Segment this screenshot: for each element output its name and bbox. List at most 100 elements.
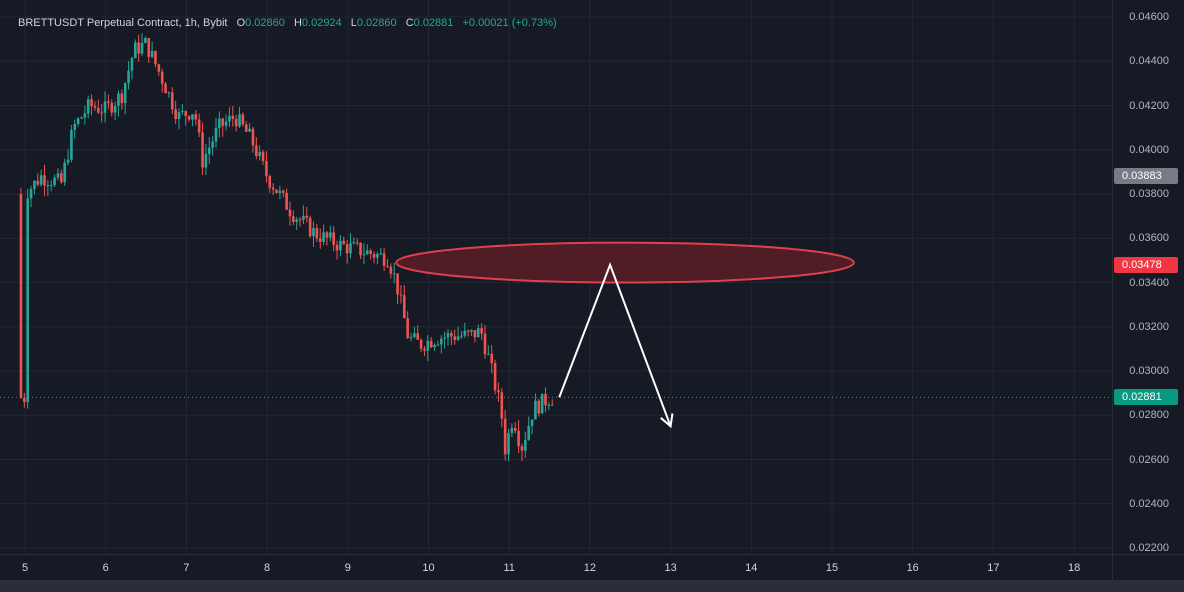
candle-body <box>325 232 329 238</box>
candle-body <box>295 219 298 222</box>
candle-body <box>419 339 423 349</box>
candle-body <box>285 192 288 210</box>
candle-body <box>288 209 292 217</box>
price-tick-label: 0.04600 <box>1129 11 1169 23</box>
candle-body <box>157 64 161 72</box>
candle-body <box>473 330 477 338</box>
candle-body <box>271 187 275 190</box>
candle-body <box>386 265 389 267</box>
candle-body <box>130 58 134 71</box>
candle-body <box>36 180 40 185</box>
candle-body <box>510 428 514 434</box>
candle-body <box>97 107 100 113</box>
candle-body <box>362 254 366 256</box>
candle-body <box>423 348 426 351</box>
candle-body <box>133 42 137 59</box>
candle-body <box>93 106 97 108</box>
candle-body <box>221 118 225 126</box>
price-tick-label: 0.02400 <box>1129 497 1169 510</box>
candle-body <box>187 116 191 120</box>
candle-body <box>261 151 265 162</box>
candle-body <box>520 446 524 451</box>
candle-body <box>480 328 483 334</box>
symbol-title[interactable]: BRETTUSDT Perpetual Contract, 1h, Bybit <box>18 17 228 29</box>
candle-body <box>329 232 332 238</box>
candle-body <box>194 114 198 120</box>
candle-body <box>527 425 531 440</box>
candle-body <box>33 180 36 189</box>
candle-body <box>382 253 386 266</box>
candle-body <box>53 177 56 186</box>
chart-pane[interactable]: BRETTUSDT Perpetual Contract, 1h, Bybit … <box>0 0 1112 554</box>
candle-body <box>470 330 473 332</box>
candle-body <box>339 240 342 251</box>
candle-body <box>439 338 443 345</box>
time-tick-label: 6 <box>102 562 109 574</box>
candle-body <box>170 92 174 110</box>
candle-body <box>184 111 188 117</box>
candle-body <box>312 228 315 237</box>
candle-body <box>201 132 204 168</box>
candle-body <box>463 330 467 336</box>
candle-body <box>160 71 164 84</box>
time-tick-label: 10 <box>422 562 435 574</box>
time-tick-label: 7 <box>183 562 190 574</box>
candle-body <box>228 115 231 122</box>
candle-body <box>154 50 157 65</box>
time-tick-label: 9 <box>344 562 351 574</box>
candle-body <box>43 175 46 186</box>
candle-body <box>372 254 376 258</box>
candle-body <box>359 242 362 256</box>
candle-body <box>174 109 177 119</box>
candle-body <box>436 344 440 346</box>
candle-body <box>218 118 221 129</box>
candle-body <box>530 419 534 426</box>
candle-body <box>537 400 541 414</box>
candle-body <box>66 159 70 163</box>
candle-body <box>107 101 110 103</box>
candle-body <box>231 115 235 119</box>
candle-body <box>366 250 369 255</box>
candle-body <box>487 353 490 355</box>
candle-body <box>177 112 181 119</box>
candle-body <box>278 190 282 194</box>
candle-body <box>86 99 90 114</box>
time-tick-label: 14 <box>745 562 758 574</box>
price-axis[interactable]: 0.04600 0.04400 0.04200 0.04000 0.03800 0.036… <box>1112 0 1184 554</box>
candle-body <box>446 333 450 338</box>
resistance-zone-ellipse <box>395 241 855 284</box>
candle-body <box>392 273 396 275</box>
price-tick-label: 0.04000 <box>1129 143 1169 156</box>
price-tick-label: 0.03800 <box>1129 188 1169 200</box>
candle-body <box>19 194 23 398</box>
candle-body <box>396 273 399 295</box>
candle-body <box>399 294 403 296</box>
time-axis[interactable]: 5 6 7 8 9 10 11 12 13 14 15 16 17 18 <box>0 554 1112 581</box>
candle-body <box>241 114 245 125</box>
candle-body <box>550 404 554 406</box>
time-tick-label: 16 <box>906 562 919 574</box>
candle-body <box>83 113 87 118</box>
candle-body <box>426 340 430 351</box>
candle-body <box>503 418 507 455</box>
candle-body <box>275 189 278 194</box>
candle-body <box>322 232 325 243</box>
candle-body <box>211 141 214 148</box>
axis-corner <box>1112 554 1184 581</box>
candle-body <box>500 392 504 419</box>
candle-body <box>406 318 409 339</box>
candle-body <box>409 336 413 339</box>
high-value: 0.02924 <box>301 17 342 29</box>
candle-body <box>234 118 238 127</box>
candle-body <box>147 38 151 57</box>
projection-arrowhead <box>660 413 674 429</box>
candle-body <box>332 232 335 246</box>
candle-body <box>268 176 272 188</box>
candle-body <box>490 353 494 363</box>
candle-body <box>513 428 517 431</box>
candle-body <box>379 253 383 255</box>
chart-plot[interactable] <box>0 0 1112 554</box>
candle-body <box>197 119 201 133</box>
candle-body <box>281 190 285 193</box>
price-tick-label: 0.03600 <box>1129 232 1169 245</box>
